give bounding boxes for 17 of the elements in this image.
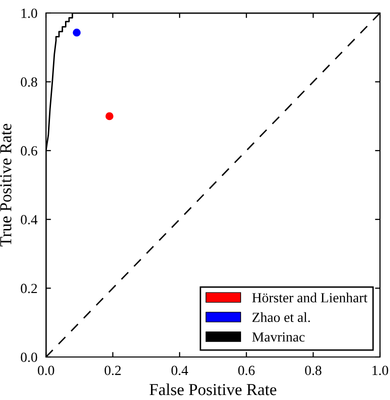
y-tick-label: 1.0 [22,8,38,18]
y-tick-label: 0.0 [20,352,38,362]
x-tick-label: 0.0 [38,366,54,376]
x-tick-label: 0.4 [171,366,188,376]
y-tick-label: 0.8 [20,77,38,87]
x-axis-title: False Positive Rate [150,383,276,396]
legend-label: Zhao et al. [252,312,310,322]
y-tick-label: 0.2 [20,284,37,294]
y-tick-label: 0.6 [20,146,38,156]
y-axis-title: True Positive Rate [0,124,12,246]
x-tick-label: 1.0 [372,366,388,376]
x-tick-label: 0.2 [104,366,121,376]
legend-label: Mavrinac [252,332,305,342]
x-tick-label: 0.6 [238,366,255,376]
y-tick-label: 0.4 [20,214,38,224]
x-tick-label: 0.8 [305,366,322,376]
legend-label: Hörster and Lienhart [252,292,368,302]
